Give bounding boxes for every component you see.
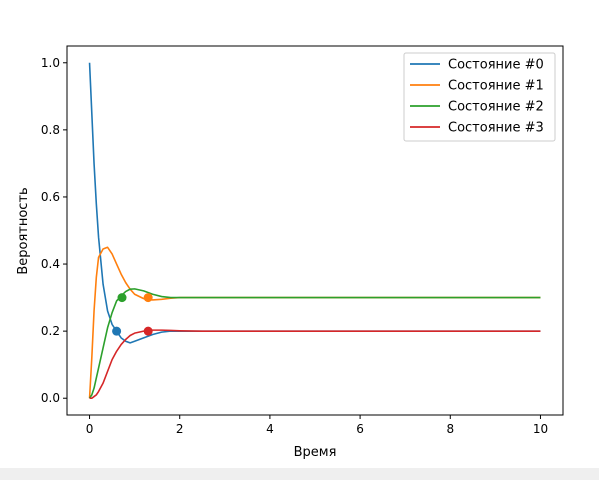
legend-label-1: Состояние #1 (448, 79, 544, 94)
legend-box (403, 52, 556, 142)
x-tick-label: 8 (446, 422, 454, 436)
series-marker-0 (112, 326, 122, 336)
series-marker-1 (143, 293, 153, 303)
y-tick-label: 0.2 (41, 324, 60, 338)
y-ticks: 0.0 0.2 0.4 0.6 0.8 1.0 (41, 56, 67, 405)
y-tick-label: 0.0 (41, 391, 60, 405)
x-tick-label: 4 (266, 422, 274, 436)
legend-label-2: Состояние #2 (448, 100, 544, 115)
plot-frame (66, 45, 564, 416)
y-tick-label: 0.4 (41, 257, 60, 271)
bottom-bar (0, 468, 599, 480)
x-tick-label: 0 (86, 422, 94, 436)
x-tick-label: 2 (176, 422, 184, 436)
y-tick-label: 1.0 (41, 56, 60, 70)
x-tick-label: 6 (356, 422, 364, 436)
series-line-3 (89, 329, 541, 400)
series-line-1 (88, 246, 541, 399)
y-tick-label: 0.8 (41, 123, 60, 137)
series-layer (88, 62, 541, 400)
series-marker-2 (117, 293, 127, 303)
legend: Состояние #0 Состояние #1 Состояние #2 Сост… (403, 52, 556, 142)
y-axis-label: Вероятность (16, 187, 31, 274)
chart: 0 2 4 6 8 10 0.0 0.2 0.4 0.6 0.8 1.0 Время Вероятн… (16, 45, 564, 460)
series-line-2 (88, 288, 541, 399)
series-marker-3 (143, 326, 153, 336)
legend-label-3: Состояние #3 (448, 121, 544, 136)
x-tick-label: 10 (533, 422, 548, 436)
y-tick-label: 0.6 (41, 190, 60, 204)
marker-layer (112, 293, 153, 336)
x-axis-label: Время (294, 445, 337, 460)
legend-label-0: Состояние #0 (448, 58, 544, 73)
x-ticks: 0 2 4 6 8 10 (86, 415, 548, 436)
